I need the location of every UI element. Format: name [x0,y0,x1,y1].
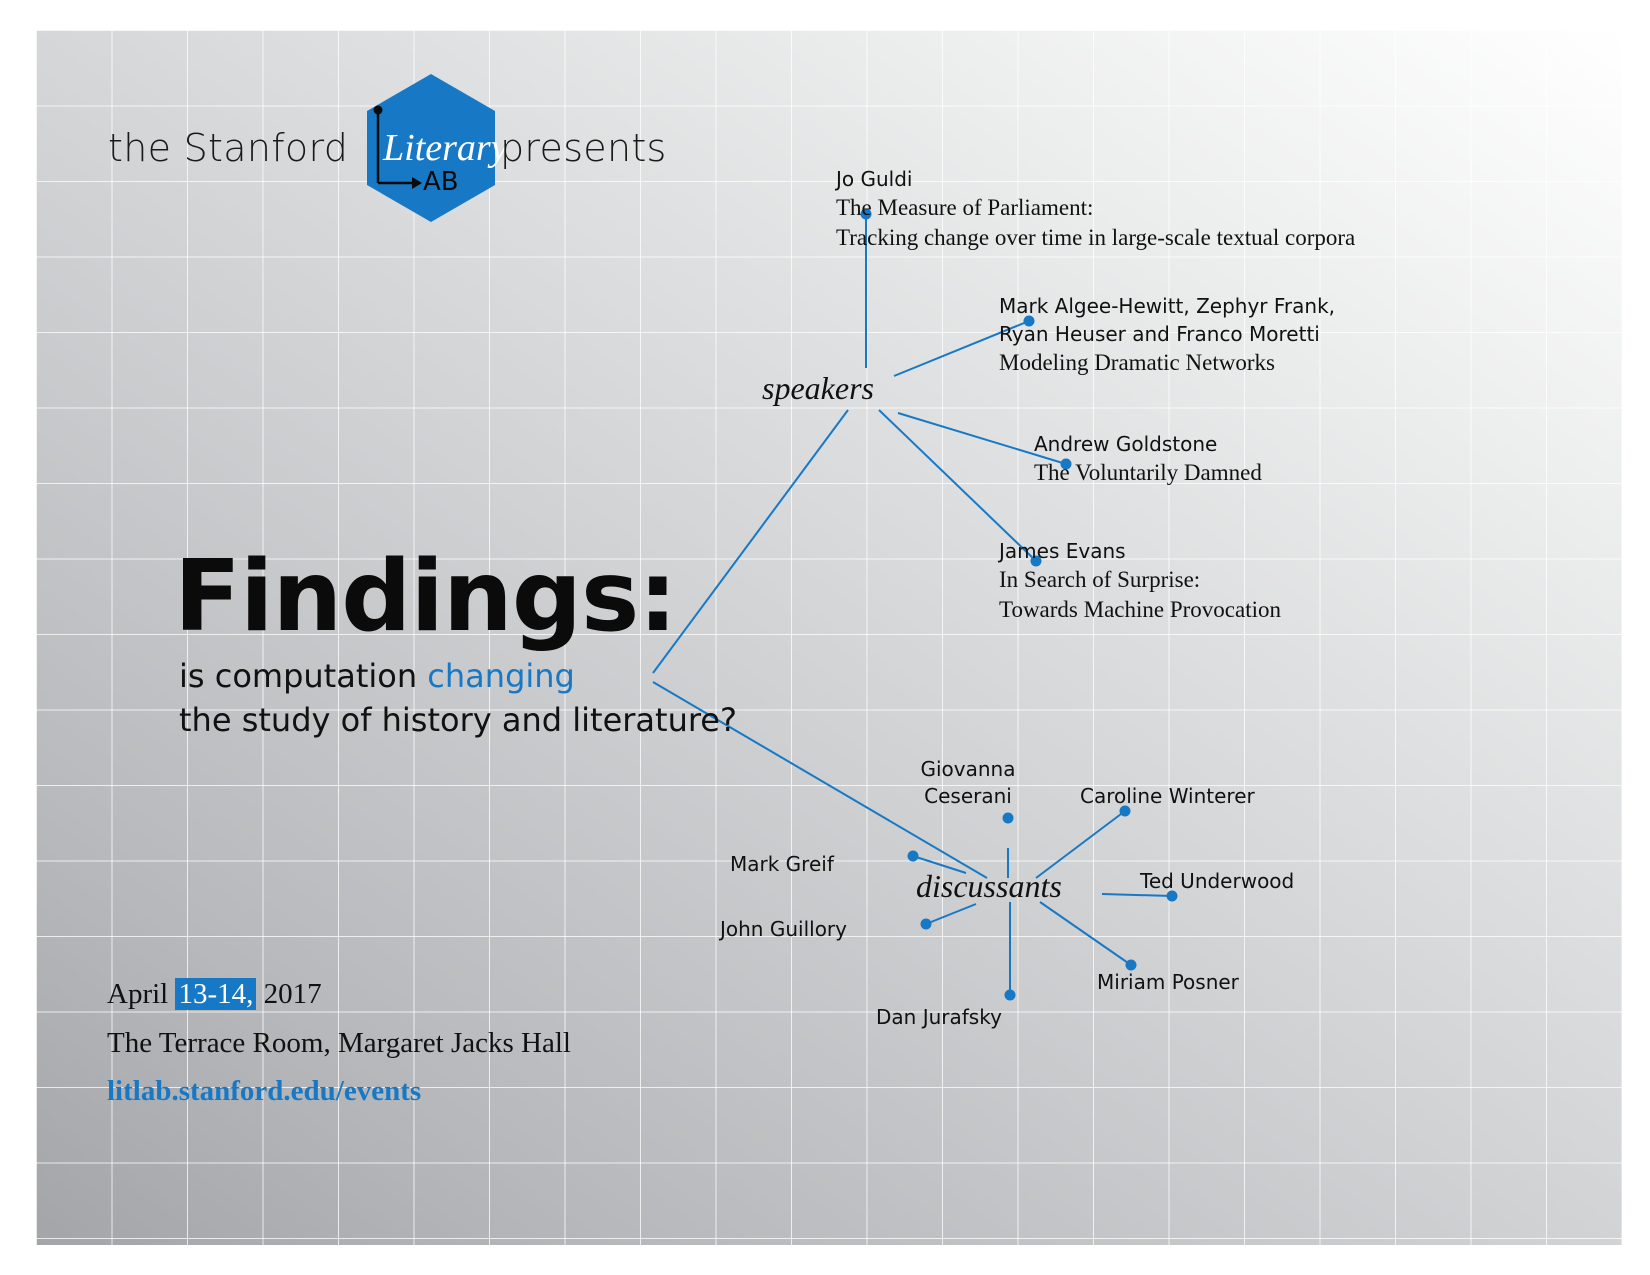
speaker-name: Jo Guldi [836,167,913,191]
edge-speakers-2 [893,320,1030,377]
discussant-item: Giovanna Ceserani [908,756,1028,810]
event-date-suffix: 2017 [256,978,322,1010]
speaker-name: James Evans [999,539,1126,563]
header-prefix: the Stanford [108,126,349,170]
speaker-item: Jo Guldi The Measure of Parliament: Trac… [836,165,1355,253]
speaker-talk: The Voluntarily Damned [1034,460,1262,485]
edge-disc-5 [925,903,977,925]
node-speakers-1 [860,208,872,220]
discussant-name: Ted Underwood [1140,869,1295,893]
edge-disc-3 [912,855,967,874]
node-speakers-3 [1060,458,1072,470]
speaker-talk: Tracking change over time in large-scale… [836,225,1356,250]
speaker-talk: In Search of Surprise: [999,567,1201,592]
subtitle-accent-word: changing [427,657,575,695]
event-url-link[interactable]: litlab.stanford.edu/events [107,1075,422,1107]
discussant-name: Giovanna [920,757,1016,781]
subtitle-line1-text: is computation [179,657,428,695]
logo-block-text: AB [423,167,459,197]
discussant-name: John Guillory [720,917,847,941]
literary-lab-logo-icon [367,74,495,222]
node-disc-6 [1125,959,1137,971]
edge-speakers-4 [878,409,1037,562]
edge-disc-2 [1035,810,1126,879]
discussants-hub-label: discussants [916,868,1062,904]
network-diagram [652,208,1178,1001]
event-location: The Terrace Room, Margaret Jacks Hall [107,1027,571,1059]
logo-script-text: Literary [383,127,508,169]
edge-speakers-3 [897,412,1067,465]
edge-discussants-main [652,681,988,879]
poster: the Stanford Literary AB presents Jo Gul… [36,30,1622,1245]
edge-disc-6 [1039,901,1132,966]
page-title: Findings: [174,540,677,654]
discussant-name: Mark Greif [730,852,834,876]
event-date-prefix: April [107,978,176,1010]
speaker-talk: The Measure of Parliament: [836,195,1094,220]
speaker-item: James Evans In Search of Surprise: Towar… [999,537,1281,625]
discussant-name: Dan Jurafsky [876,1005,1002,1029]
edge-speakers-main [652,409,849,674]
node-disc-4 [1166,890,1178,902]
event-date-highlight: 13-14, [175,978,257,1010]
subtitle-line1: is computation changing [179,654,575,698]
node-speakers-4 [1030,555,1042,567]
speakers-hub-label: speakers [762,370,874,406]
speaker-name: Mark Algee-Hewitt, Zephyr Frank, [999,294,1336,318]
speaker-item: Mark Algee-Hewitt, Zephyr Frank, Ryan He… [999,292,1335,378]
speaker-name: Andrew Goldstone [1034,432,1218,456]
event-date: April 13-14, 2017 [107,978,322,1011]
node-disc-3 [907,850,919,862]
speaker-item: Andrew Goldstone The Voluntarily Damned [1034,430,1262,488]
node-speakers-2 [1023,315,1035,327]
speaker-name: Ryan Heuser and Franco Moretti [999,322,1320,346]
node-disc-5 [920,918,932,930]
node-disc-7 [1004,989,1016,1001]
discussant-name: Ceserani [924,784,1012,808]
discussant-name: Caroline Winterer [1080,784,1255,808]
header-suffix: presents [500,126,667,170]
speaker-talk: Towards Machine Provocation [999,597,1281,622]
node-disc-1 [1002,812,1014,824]
discussant-name: Miriam Posner [1097,970,1239,994]
node-disc-2 [1119,805,1131,817]
speaker-talk: Modeling Dramatic Networks [999,350,1275,375]
subtitle-line2: the study of history and literature? [179,701,737,739]
edge-disc-4 [1101,893,1173,897]
